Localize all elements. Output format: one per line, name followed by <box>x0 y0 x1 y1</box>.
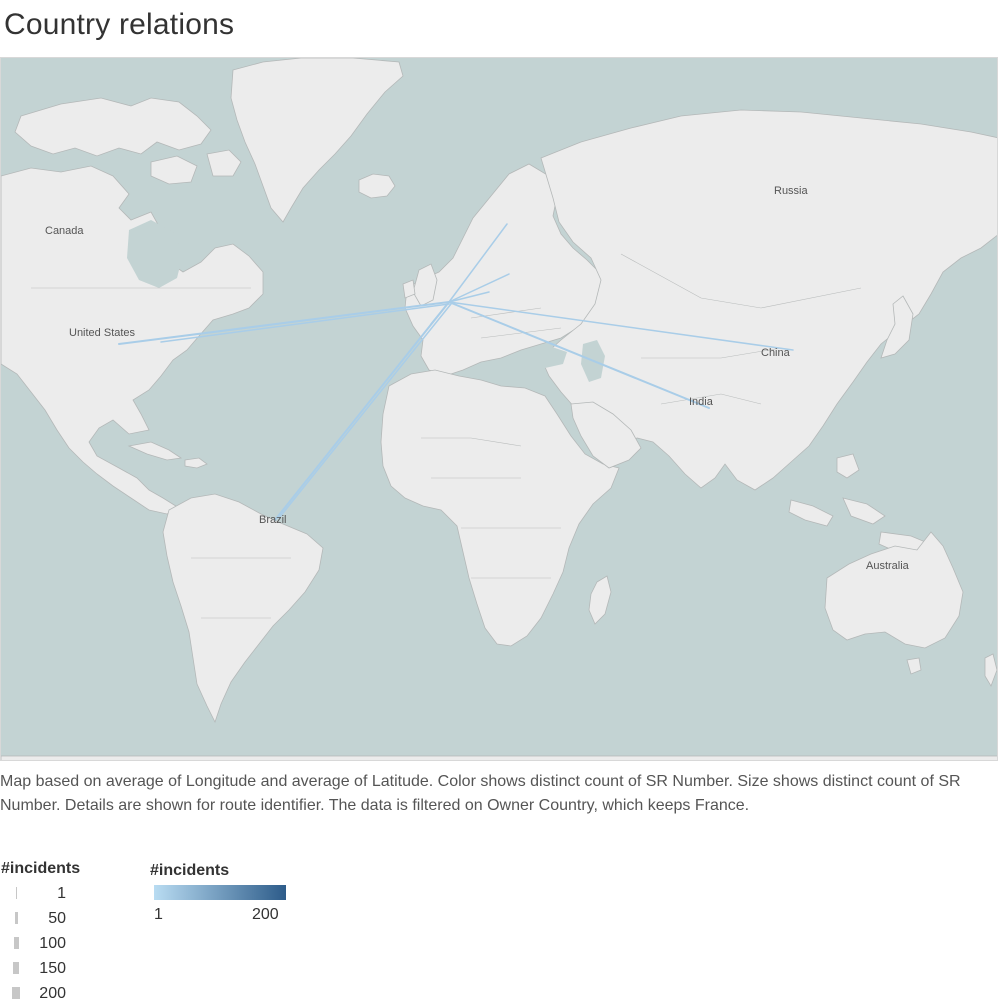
color-legend-max-label: 200 <box>252 906 279 923</box>
label-russia: Russia <box>774 185 809 197</box>
size-legend-swatch <box>14 937 19 949</box>
color-legend-title: #incidents <box>150 862 230 879</box>
north-america-shape <box>1 165 264 515</box>
route-france-india[interactable] <box>448 301 710 409</box>
size-legend-item: 50 <box>0 909 80 931</box>
iceland-shape <box>358 173 396 199</box>
route-france-brazil-b[interactable] <box>278 303 452 519</box>
size-legend-swatch <box>16 887 17 899</box>
size-legend-label: 50 <box>48 910 66 927</box>
australia-shape <box>824 531 964 649</box>
route-france-sweden[interactable] <box>448 223 508 303</box>
color-legend: #incidents 1 200 <box>150 862 300 932</box>
size-legend-label: 1 <box>57 885 66 902</box>
route-france-spain[interactable] <box>430 301 450 325</box>
greenland-shape <box>230 58 404 223</box>
route-france-brazil[interactable] <box>274 301 450 521</box>
color-gradient-bar <box>154 885 286 900</box>
black-sea <box>529 346 567 368</box>
size-legend-swatch <box>13 962 19 974</box>
map-canvas: Canada United States Russia China India … <box>1 58 997 760</box>
size-legend-item: 150 <box>0 959 80 981</box>
asia-shape <box>540 109 997 491</box>
size-legend-item: 100 <box>0 934 80 956</box>
route-france-italy[interactable] <box>448 291 490 303</box>
label-india: India <box>689 396 714 408</box>
route-france-china[interactable] <box>448 301 794 351</box>
route-france-poland[interactable] <box>448 273 510 303</box>
world-map[interactable]: Canada United States Russia China India … <box>0 57 998 761</box>
size-legend-item: 1 <box>0 884 80 906</box>
size-legend-label: 100 <box>39 935 66 952</box>
color-legend-min-label: 1 <box>154 906 163 923</box>
size-legend-item: 200 <box>0 984 80 1006</box>
label-canada: Canada <box>45 225 84 237</box>
page-title: Country relations <box>4 8 235 41</box>
africa-shape <box>380 369 620 647</box>
map-caption: Map based on average of Longitude and av… <box>0 773 961 814</box>
size-legend-label: 200 <box>39 985 66 1002</box>
label-australia: Australia <box>866 560 910 572</box>
size-legend-title: #incidents <box>1 860 81 877</box>
label-china: China <box>761 347 791 359</box>
route-france-united-states[interactable] <box>118 301 450 345</box>
arctic-islands-shape <box>14 97 212 157</box>
hudson-bay <box>127 220 183 288</box>
madagascar-shape <box>588 575 612 625</box>
size-legend-label: 150 <box>39 960 66 977</box>
south-america-shape <box>162 493 324 724</box>
size-legend-swatch <box>12 987 20 999</box>
label-united-states: United States <box>69 327 136 339</box>
label-brazil: Brazil <box>259 514 287 526</box>
size-legend-swatch <box>15 912 18 924</box>
route-lines <box>118 223 794 521</box>
route-france-united-states-b[interactable] <box>160 303 450 343</box>
